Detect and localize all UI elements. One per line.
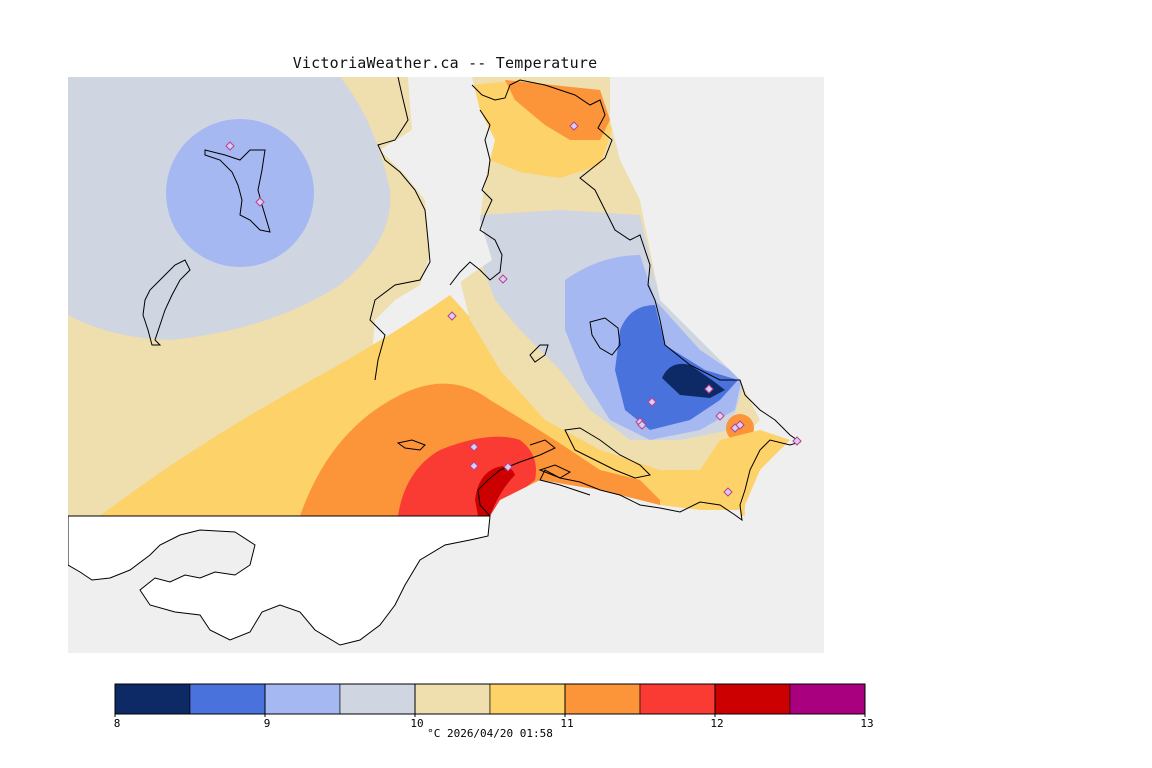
legend-tick-label: 13 xyxy=(860,717,874,730)
band-11-11.5-north xyxy=(505,80,610,140)
station-marker xyxy=(704,384,714,394)
legend-tick-label: 8 xyxy=(113,717,121,730)
station-marker xyxy=(255,197,265,207)
station-marker xyxy=(447,311,457,321)
band-12-12.5 xyxy=(475,466,515,516)
temperature-field xyxy=(68,77,790,516)
station-marker xyxy=(469,461,479,471)
legend-bin-1 xyxy=(189,683,266,715)
station-marker xyxy=(715,411,725,421)
legend-bin-0 xyxy=(114,683,191,715)
legend-bin-3 xyxy=(339,683,416,715)
station-marker xyxy=(792,436,802,446)
legend-bin-8 xyxy=(714,683,791,715)
color-legend-bins xyxy=(114,683,866,715)
legend-tick-label: 12 xyxy=(710,717,724,730)
band-10.5-11-east xyxy=(690,430,790,512)
station-marker xyxy=(647,397,657,407)
station-marker xyxy=(469,442,479,452)
legend-bin-7 xyxy=(639,683,716,715)
legend-bin-9 xyxy=(789,683,866,715)
station-marker xyxy=(569,121,579,131)
band-11.5-12 xyxy=(398,436,536,516)
station-marker xyxy=(637,420,647,430)
map-title: VictoriaWeather.ca -- Temperature xyxy=(292,54,598,72)
legend-bin-2 xyxy=(264,683,341,715)
legend-bin-4 xyxy=(414,683,491,715)
station-marker xyxy=(735,420,745,430)
station-marker xyxy=(723,487,733,497)
legend-bin-6 xyxy=(564,683,641,715)
units-and-timestamp: °C 2026/04/20 01:58 xyxy=(427,727,553,740)
no-data-land xyxy=(68,515,491,646)
legend-tick-label: 11 xyxy=(560,717,574,730)
station-markers xyxy=(225,121,802,497)
color-legend-ticks xyxy=(114,684,866,717)
legend-bin-5 xyxy=(489,683,566,715)
legend-tick-label: 9 xyxy=(263,717,271,730)
legend-tick-label: 10 xyxy=(410,717,424,730)
station-marker xyxy=(498,274,508,284)
station-marker xyxy=(225,141,235,151)
station-marker xyxy=(503,462,513,472)
